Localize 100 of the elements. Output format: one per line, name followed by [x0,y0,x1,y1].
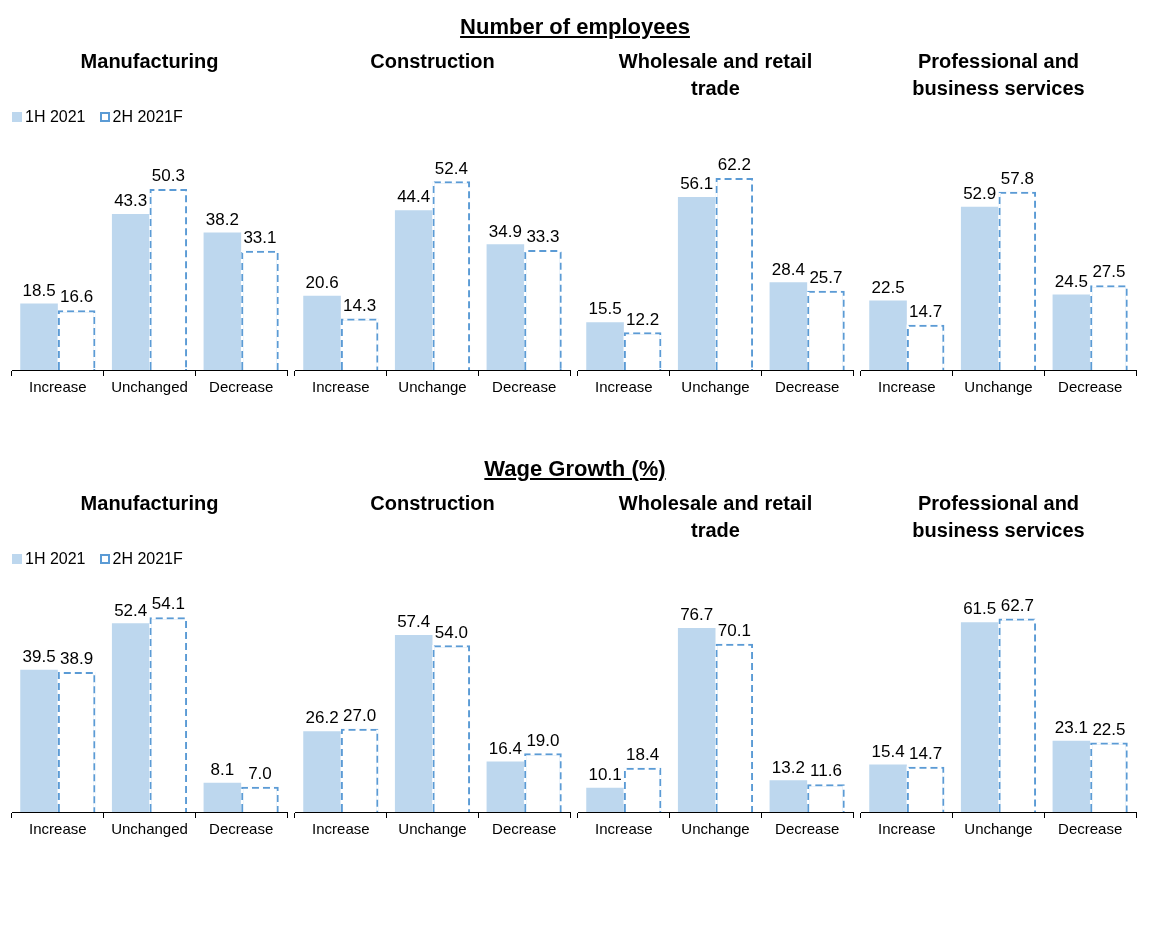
data-label: 15.5 [588,299,622,319]
bar [303,295,341,370]
data-label: 62.2 [717,155,751,175]
chart-title: Manufacturing [79,491,220,516]
data-label: 57.8 [1000,168,1034,188]
x-tick-label: Increase [29,820,87,838]
data-label: 61.5 [963,599,997,619]
x-tick-label: Decrease [492,820,557,838]
bar [203,232,242,370]
bar [677,196,716,370]
bar [20,669,58,812]
data-label: 76.7 [680,605,714,625]
x-tick-label: Decrease [209,378,274,396]
x-tick-label: Unchange [681,378,750,396]
bar [1052,740,1091,812]
bar [586,322,624,370]
data-label: 24.5 [1054,271,1088,291]
data-label: 20.6 [305,273,339,293]
x-tick-label: Increase [878,820,936,838]
bar [394,634,433,812]
chart-title: Professional and business services [911,491,1086,543]
data-label: 8.1 [210,760,235,780]
data-label: 11.6 [810,761,842,781]
x-tick-label: Increase [29,378,87,396]
data-label: 19.0 [526,730,560,750]
data-label: 18.4 [626,745,660,765]
bar [586,787,624,812]
text: Wage Growth (%) [483,455,667,483]
data-label: 12.2 [626,309,660,329]
chart-title: Wholesale and retail trade [617,491,814,543]
data-label: 54.1 [151,594,185,614]
x-tick-label: Unchange [398,820,467,838]
bar [111,623,150,812]
x-tick-label: Unchange [964,378,1033,396]
data-label: 27.0 [343,705,377,725]
x-tick-label: Unchange [964,820,1033,838]
chart-title: Construction [369,49,496,74]
bar [303,731,341,812]
bar [394,210,433,370]
legend-label: 2H 2021F [112,550,183,568]
data-label: 23.1 [1054,717,1088,737]
data-label: 62.7 [1000,595,1034,615]
x-tick-label: Increase [878,378,936,396]
bar [960,622,999,812]
data-label: 33.3 [526,227,560,247]
data-label: 44.4 [397,187,431,207]
data-label: 56.1 [680,174,714,194]
data-label: 52.4 [114,600,148,620]
bar [769,780,808,812]
data-label: 43.3 [114,191,148,211]
x-tick-label: Unchanged [111,820,188,838]
chart-title: Professional and business services [911,49,1086,101]
data-label: 52.9 [963,183,997,203]
data-label: 13.2 [771,757,805,777]
bar [869,764,907,812]
bar [111,214,150,370]
data-label: 39.5 [22,646,56,666]
data-label: 10.1 [588,764,622,784]
x-tick-label: Increase [595,820,653,838]
x-tick-label: Decrease [1058,378,1123,396]
chart-title: Wholesale and retail trade [617,49,814,101]
data-label: 16.6 [60,287,94,307]
legend-label: 1H 2021 [25,550,86,568]
bar [203,782,242,812]
chart-title: Manufacturing [79,49,220,74]
data-label: 54.0 [434,622,468,642]
data-label: 26.2 [305,708,339,728]
x-tick-label: Decrease [775,820,840,838]
bar [486,244,525,370]
data-label: 50.3 [151,166,185,186]
legend-label: 1H 2021 [25,108,86,126]
data-label: 18.5 [22,280,56,300]
bar [960,206,999,370]
data-label: 34.9 [488,221,522,241]
data-label: 38.9 [60,649,94,669]
legend-label: 2H 2021F [112,108,183,126]
data-label: 22.5 [871,277,905,297]
bar [486,761,525,812]
x-tick-label: Decrease [492,378,557,396]
data-label: 14.3 [343,295,377,315]
data-label: 33.1 [243,228,277,248]
data-label: 38.2 [205,209,239,229]
x-tick-label: Unchanged [111,378,188,396]
data-label: 28.4 [771,259,805,279]
bar [677,627,716,812]
chart-title: Construction [369,491,496,516]
data-label: 25.7 [809,267,843,287]
bar [20,303,58,370]
data-label: 70.1 [717,620,751,640]
text: Number of employees [459,13,691,41]
bar [769,282,808,370]
data-label: 27.5 [1092,262,1126,282]
x-tick-label: Increase [312,378,370,396]
bar [1052,294,1091,370]
data-label: 15.4 [871,741,905,761]
x-tick-label: Decrease [775,378,840,396]
data-label: 14.7 [909,301,943,321]
x-tick-label: Increase [595,378,653,396]
x-tick-label: Decrease [1058,820,1123,838]
x-tick-label: Decrease [209,820,274,838]
